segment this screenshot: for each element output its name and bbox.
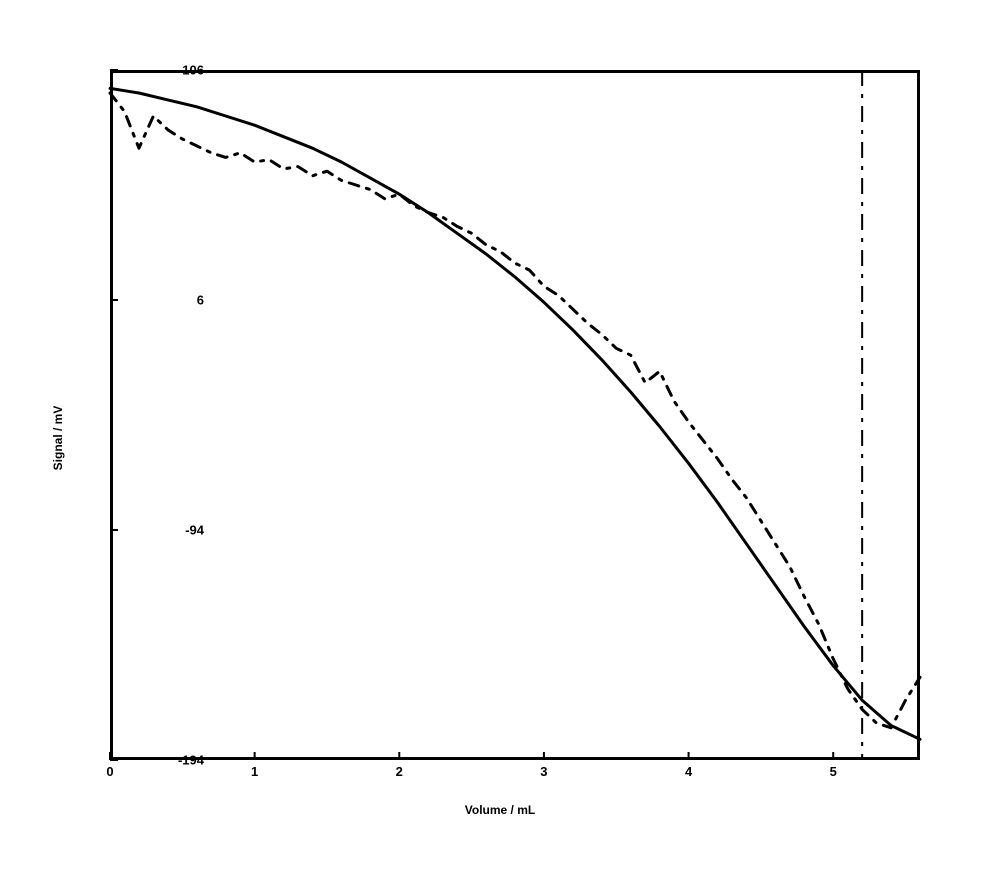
x-tick-label: 3 <box>540 764 547 779</box>
y-axis-label: Signal / mV <box>51 405 65 470</box>
x-tick-label: 0 <box>106 764 113 779</box>
x-axis-label: Volume / mL <box>465 803 535 817</box>
series-dashed <box>110 93 920 728</box>
series-solid <box>110 88 920 739</box>
chart-frame: Signal / mV Volume / mL -194-946106 0123… <box>40 40 960 835</box>
x-tick-label: 4 <box>685 764 692 779</box>
plot-area <box>110 70 920 760</box>
x-tick-label: 2 <box>396 764 403 779</box>
x-tick-label: 1 <box>251 764 258 779</box>
x-tick-label: 5 <box>830 764 837 779</box>
plot-svg <box>110 70 920 760</box>
